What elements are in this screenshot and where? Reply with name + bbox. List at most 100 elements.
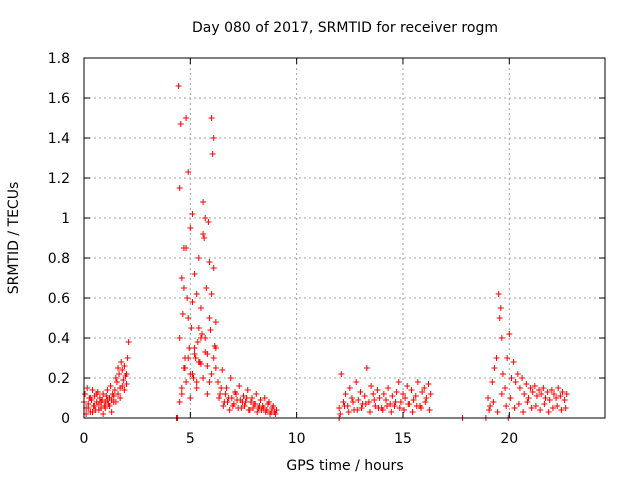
data-point bbox=[220, 403, 227, 409]
data-point bbox=[178, 385, 185, 391]
data-point bbox=[176, 335, 183, 341]
data-point bbox=[202, 215, 209, 221]
data-point bbox=[267, 411, 274, 417]
data-point bbox=[546, 397, 553, 403]
data-point bbox=[365, 399, 372, 405]
data-point bbox=[336, 405, 343, 411]
data-point bbox=[189, 211, 196, 217]
data-point bbox=[388, 409, 395, 415]
data-point bbox=[422, 399, 429, 405]
data-point bbox=[179, 311, 186, 317]
data-point bbox=[124, 355, 131, 361]
data-point bbox=[204, 363, 211, 369]
data-point bbox=[412, 393, 419, 399]
data-point bbox=[271, 409, 278, 415]
data-point bbox=[414, 379, 421, 385]
data-point bbox=[554, 403, 561, 409]
data-point bbox=[244, 387, 251, 393]
data-point bbox=[191, 351, 198, 357]
data-point bbox=[427, 391, 434, 397]
data-point bbox=[240, 393, 247, 399]
data-point bbox=[108, 409, 115, 415]
data-point bbox=[498, 391, 505, 397]
data-point bbox=[85, 405, 92, 411]
data-point bbox=[497, 305, 504, 311]
data-point bbox=[245, 407, 252, 413]
data-point bbox=[559, 389, 566, 395]
data-point bbox=[203, 285, 210, 291]
data-point bbox=[218, 385, 225, 391]
data-point bbox=[116, 371, 123, 377]
data-point bbox=[195, 359, 202, 365]
data-point bbox=[200, 375, 207, 381]
data-point bbox=[498, 335, 505, 341]
data-point bbox=[540, 385, 547, 391]
data-point bbox=[252, 401, 259, 407]
data-point bbox=[115, 365, 122, 371]
data-point bbox=[404, 383, 411, 389]
data-point bbox=[185, 315, 192, 321]
data-point bbox=[118, 359, 125, 365]
data-point bbox=[239, 399, 246, 405]
data-point bbox=[345, 409, 352, 415]
data-point bbox=[207, 327, 214, 333]
data-point bbox=[204, 391, 211, 397]
data-point bbox=[387, 401, 394, 407]
data-point bbox=[494, 409, 501, 415]
data-point bbox=[183, 379, 190, 385]
data-point bbox=[190, 375, 197, 381]
data-point bbox=[216, 395, 223, 401]
data-point bbox=[541, 401, 548, 407]
data-point bbox=[350, 399, 357, 405]
data-point bbox=[527, 385, 534, 391]
data-point bbox=[197, 305, 204, 311]
x-tick-label: 15 bbox=[394, 431, 412, 447]
data-point bbox=[418, 405, 425, 411]
data-point bbox=[257, 397, 264, 403]
data-point bbox=[391, 403, 398, 409]
data-point bbox=[520, 409, 527, 415]
data-point bbox=[189, 299, 196, 305]
data-point bbox=[550, 391, 557, 397]
data-point bbox=[195, 325, 202, 331]
data-point bbox=[374, 387, 381, 393]
data-point bbox=[184, 295, 191, 301]
data-point bbox=[120, 377, 127, 383]
data-point bbox=[191, 345, 198, 351]
data-point bbox=[367, 409, 374, 415]
data-point bbox=[562, 405, 569, 411]
x-tick-label: 5 bbox=[186, 431, 195, 447]
data-point bbox=[106, 403, 113, 409]
data-point bbox=[348, 395, 355, 401]
data-point bbox=[553, 395, 560, 401]
data-point bbox=[125, 339, 132, 345]
data-point bbox=[248, 395, 255, 401]
data-point bbox=[87, 395, 94, 401]
data-point bbox=[490, 399, 497, 405]
data-point bbox=[193, 385, 200, 391]
data-point bbox=[421, 385, 428, 391]
data-point bbox=[354, 407, 361, 413]
data-point bbox=[183, 115, 190, 121]
data-point bbox=[409, 409, 416, 415]
data-point bbox=[222, 391, 229, 397]
data-point bbox=[91, 403, 98, 409]
data-point bbox=[499, 371, 506, 377]
data-point bbox=[176, 185, 183, 191]
data-point bbox=[243, 395, 250, 401]
x-tick-label: 0 bbox=[80, 431, 89, 447]
data-point bbox=[210, 135, 217, 141]
data-point bbox=[380, 391, 387, 397]
data-point bbox=[247, 399, 254, 405]
data-point bbox=[187, 395, 194, 401]
data-point bbox=[548, 387, 555, 393]
data-point bbox=[372, 403, 379, 409]
y-tick-label: 1.6 bbox=[48, 91, 70, 107]
data-point bbox=[538, 391, 545, 397]
data-point bbox=[502, 385, 509, 391]
data-point bbox=[269, 405, 276, 411]
data-point bbox=[228, 395, 235, 401]
data-point bbox=[382, 397, 389, 403]
data-point bbox=[419, 389, 426, 395]
